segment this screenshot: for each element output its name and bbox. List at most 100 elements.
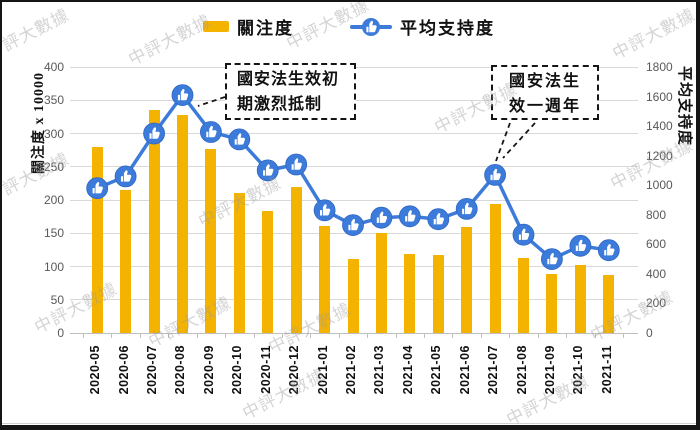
bar (518, 257, 530, 333)
bar (91, 146, 103, 333)
x-axis-tickmark (281, 334, 283, 338)
bar (432, 254, 444, 333)
thumbs-up-icon (256, 159, 279, 182)
x-axis-tickmark (168, 334, 170, 338)
thumbs-up-icon (228, 128, 251, 151)
x-axis-tickmark (139, 334, 141, 338)
x-axis-tickmark (310, 334, 312, 338)
right-tick-label: 1400 (646, 119, 673, 134)
x-axis-tickmark (452, 334, 454, 338)
x-axis-line (70, 333, 638, 334)
bar (262, 210, 274, 333)
x-axis-tickmark (367, 334, 369, 338)
bar (319, 225, 331, 333)
bar (233, 193, 245, 333)
left-axis-title: 關注度 x 10000 (32, 72, 47, 174)
x-axis-tickmark (253, 334, 255, 338)
right-tick-label: 200 (646, 296, 667, 311)
x-axis-tickmark (424, 334, 426, 338)
x-axis-label: 2021-05 (429, 345, 444, 395)
x-axis-label: 2020-06 (116, 345, 131, 395)
x-axis-labels: 2020-05 2020-06 2020-07 2020-08 2020-09 2020-… (83, 345, 623, 420)
x-axis-label: 2020-08 (173, 345, 188, 395)
left-tick-label: 250 (43, 159, 64, 174)
bar (461, 227, 473, 333)
bar (120, 190, 132, 333)
x-axis-tickmark (395, 334, 397, 338)
bar-series-swatch (203, 21, 229, 32)
legend-bar-label: 關注度 (237, 19, 294, 38)
bar (404, 253, 416, 333)
thumbs-up-icon (342, 214, 364, 237)
right-tick-label: 1600 (646, 89, 673, 104)
line-series-swatch (350, 17, 392, 36)
thumbs-up-icon (114, 165, 137, 188)
thumbs-up-icon (484, 164, 507, 186)
gridline (70, 199, 638, 201)
bar (205, 148, 217, 333)
annotation-line: 國安法生效初 (237, 71, 340, 88)
bar (347, 258, 359, 333)
gridline (70, 166, 638, 168)
thumbs-up-icon (455, 197, 478, 220)
x-axis-label: 2020-09 (201, 345, 216, 395)
chart-legend: 關注度 平均支持度 (2, 14, 696, 39)
x-axis-tickmark (225, 334, 227, 338)
x-axis-label: 2021-04 (400, 345, 415, 395)
bar (148, 110, 160, 333)
x-axis-label: 2020-10 (230, 345, 245, 395)
bar-series (83, 67, 623, 333)
thumbs-up-icon (86, 177, 109, 200)
x-axis-label: 2021-08 (514, 345, 529, 395)
annotation-line: 國安法生 (508, 73, 581, 90)
legend-item-bar: 關注度 (203, 14, 294, 39)
right-axis-title: 平均支持度 (676, 66, 692, 147)
thumbs-up-icon (512, 223, 535, 246)
x-axis-label: 2020-11 (258, 345, 273, 394)
x-axis-label: 2020-05 (88, 345, 103, 395)
line-series (83, 67, 623, 333)
x-axis-label: 2021-03 (372, 345, 387, 395)
annotation-box-one-year-anniversary: 國安法生 效一週年 (491, 65, 599, 120)
left-tick-label: 400 (43, 60, 64, 74)
left-tick-label: 100 (43, 259, 64, 274)
x-axis-label: 2020-07 (145, 345, 160, 395)
bar (546, 274, 558, 333)
x-axis-label: 2021-07 (486, 345, 501, 395)
x-axis-label: 2020-12 (287, 345, 302, 395)
right-tick-label: 800 (646, 207, 667, 222)
thumbs-up-icon (313, 199, 336, 222)
right-tick-label: 1800 (646, 60, 673, 74)
x-axis-label: 2021-02 (344, 345, 358, 395)
x-axis-tickmark (566, 334, 568, 338)
thumbs-up-icon (285, 153, 308, 176)
x-axis-tickmark (480, 334, 482, 338)
gridline (70, 133, 638, 134)
thumbs-up-icon (427, 208, 450, 231)
x-axis-label: 2021-06 (457, 345, 472, 395)
x-axis-label: 2021-09 (542, 345, 557, 395)
thumbs-up-icon (171, 84, 194, 107)
thumbs-up-icon (597, 239, 620, 262)
bar (290, 186, 302, 333)
thumbs-up-icon (362, 17, 380, 36)
thumbs-up-icon (370, 206, 393, 229)
thumbs-up-icon (143, 122, 165, 145)
x-axis-tickmark (537, 334, 539, 338)
thumbs-up-icon (540, 248, 563, 271)
bar (176, 114, 188, 333)
thumbs-up-icon (569, 234, 592, 257)
right-tick-label: 400 (646, 266, 667, 281)
annotation-line: 期激烈抵制 (237, 96, 323, 113)
left-tick-label: 300 (43, 126, 64, 141)
x-axis-tickmark (83, 334, 84, 338)
right-tick-label: 1000 (646, 178, 673, 193)
thumbs-up-icon (398, 205, 421, 228)
thumbs-up-icon (200, 121, 222, 143)
bar (574, 264, 586, 333)
right-tick-label: 1200 (646, 148, 673, 163)
left-tick-label: 50 (50, 292, 64, 307)
annotation-box-initial-resistance: 國安法生效初 期激烈抵制 (225, 63, 356, 120)
right-tick-label: 600 (646, 237, 667, 252)
